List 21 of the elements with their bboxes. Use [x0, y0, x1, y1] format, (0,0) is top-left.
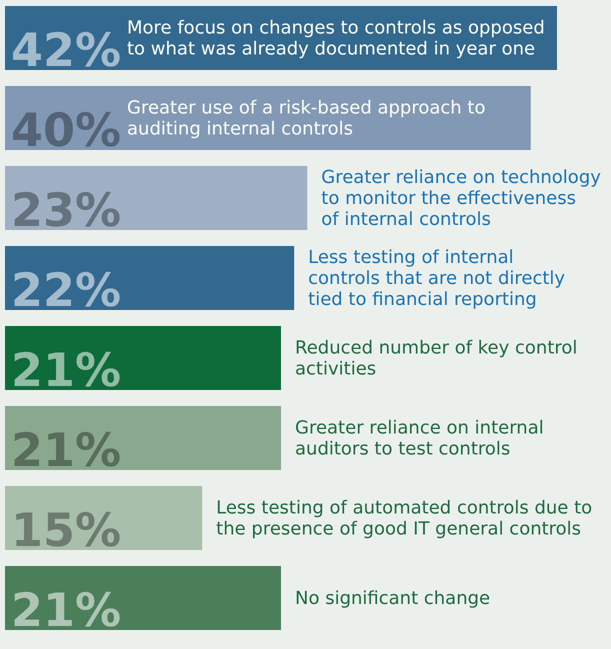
- y-tick-label: More focus on changes to controls as opposed to what was already documented in year one: [127, 18, 545, 60]
- bar: [5, 326, 281, 390]
- data-label: 21%: [11, 423, 122, 477]
- y-tick-label: Greater use of a risk-based approach to auditing internal controls: [127, 98, 486, 140]
- y-tick-label: Greater reliance on technology to monitor the effectiveness of internal controls: [321, 167, 602, 230]
- y-tick-label: Reduced number of key control activities: [295, 338, 578, 380]
- data-label: 23%: [11, 183, 122, 237]
- y-tick-label: Less testing of automated controls due to the presence of good IT general controls: [216, 498, 592, 540]
- bar: [5, 566, 281, 630]
- y-tick-label: No significant change: [295, 588, 490, 609]
- y-tick-label: Less testing of internal controls that are not directly tied to financial reporting: [308, 247, 566, 310]
- data-label: 40%: [11, 103, 122, 157]
- y-tick-label: Greater reliance on internal auditors to test controls: [295, 418, 544, 460]
- data-label: 15%: [11, 503, 122, 557]
- bar: [5, 406, 281, 470]
- data-label: 21%: [11, 583, 122, 637]
- data-label: 21%: [11, 343, 122, 397]
- data-label: 22%: [11, 263, 122, 317]
- bar: [5, 246, 294, 310]
- data-label: 42%: [11, 23, 122, 77]
- bar: [5, 166, 308, 230]
